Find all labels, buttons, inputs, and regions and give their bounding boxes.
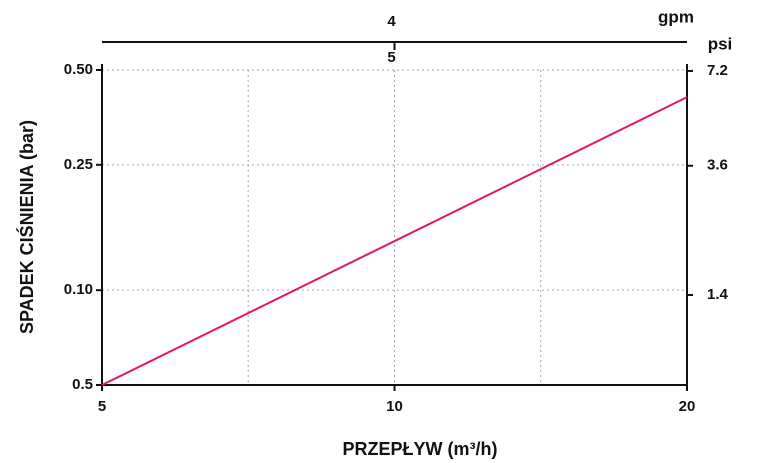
x2-tick-label: 4 — [387, 13, 396, 30]
x2-tick-sublabel: 5 — [387, 49, 395, 66]
y2-tick-label: 3.6 — [707, 157, 728, 174]
x-tick-label: 10 — [386, 398, 403, 415]
y2-tick-label: 7.2 — [707, 62, 728, 79]
x2-axis-label: gpm — [658, 7, 694, 26]
y2-tick-label: 1.4 — [707, 286, 729, 303]
x-axis-label: PRZEPŁYW (m³/h) — [343, 439, 498, 459]
y-axis-label: SPADEK CIŚNIENIA (bar) — [16, 120, 37, 334]
y-tick-label: 0.5 — [72, 376, 93, 393]
y-tick-label: 0.25 — [64, 156, 93, 173]
x-tick-label: 20 — [679, 398, 696, 415]
x-tick-label: 5 — [98, 398, 106, 415]
y-tick-label: 0.50 — [64, 61, 93, 78]
y2-axis-label: psi — [708, 34, 733, 53]
y-tick-label: 0.10 — [64, 281, 93, 298]
data-line — [101, 96, 688, 386]
